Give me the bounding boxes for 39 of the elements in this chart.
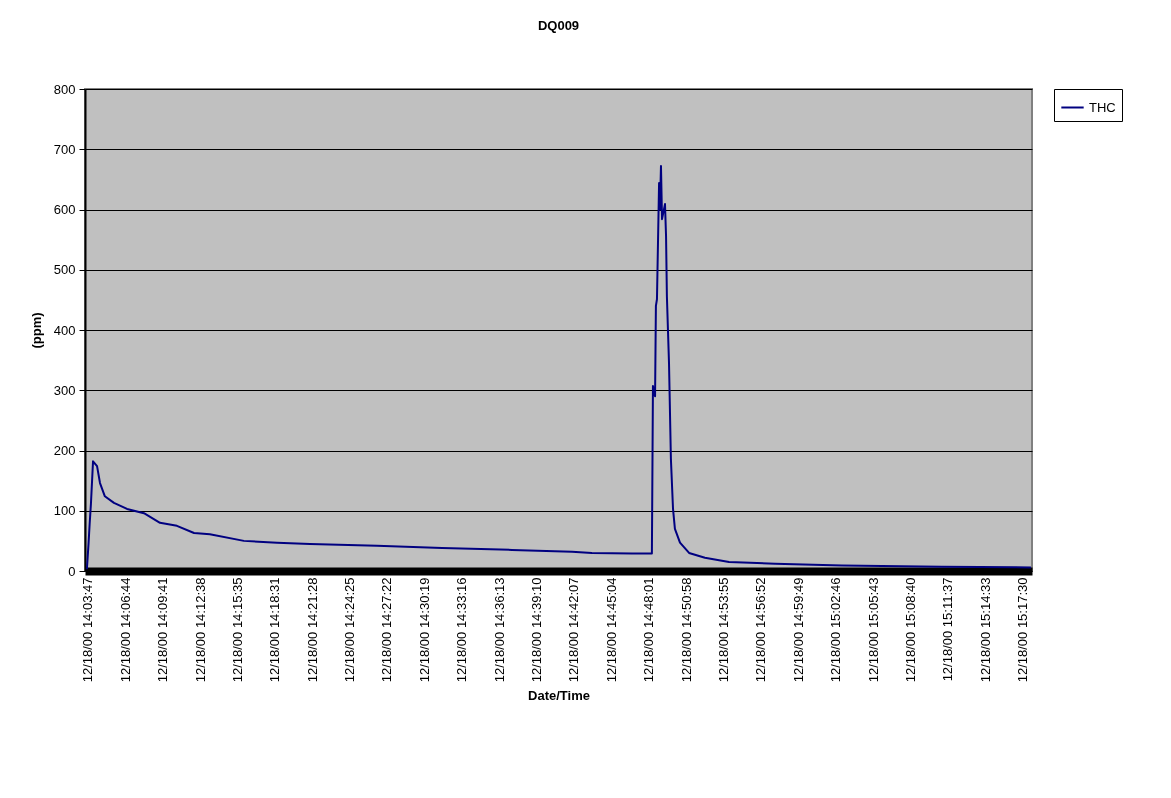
x-tick-label: 12/18/00 14:24:25: [342, 577, 358, 683]
x-axis-title: Date/Time: [528, 688, 590, 704]
legend-label: THC: [1089, 99, 1116, 115]
x-tick-label: 12/18/00 14:21:28: [304, 577, 320, 683]
x-tick-label: 12/18/00 14:39:10: [529, 577, 545, 683]
x-tick-label: 12/18/00 14:18:31: [267, 577, 283, 683]
x-tick-label: 12/18/00 14:33:16: [454, 577, 470, 683]
x-tick-label: 12/18/00 15:08:40: [903, 577, 919, 683]
y-tick-label: 600: [53, 202, 76, 217]
chart-title: DQ009: [537, 18, 580, 33]
x-tick-label: 12/18/00 14:06:44: [117, 577, 133, 683]
y-tick-label: 200: [53, 443, 76, 458]
x-tick-label: 12/18/00 15:17:30: [1014, 577, 1030, 683]
x-tick-label: 12/18/00 14:53:55: [716, 577, 732, 683]
x-tick-label: 12/18/00 14:09:41: [155, 577, 171, 683]
y-axis-title: (ppm): [28, 312, 44, 349]
x-tick-label: 12/18/00 15:14:33: [977, 577, 993, 683]
x-tick-label: 12/18/00 15:11:37: [940, 577, 956, 682]
x-tick-label: 12/18/00 15:02:46: [828, 577, 844, 683]
y-tick-label: 0: [68, 563, 76, 579]
x-tick-label: 12/18/00 15:05:43: [865, 577, 881, 683]
x-tick-label: 12/18/00 14:45:04: [603, 577, 619, 683]
x-tick-label: 12/18/00 14:12:38: [192, 577, 208, 683]
x-tick-label: 12/18/00 14:27:22: [379, 577, 395, 683]
y-tick-label: 400: [53, 322, 76, 338]
x-tick-label: 12/18/00 14:42:07: [566, 577, 582, 683]
y-tick-label: 800: [53, 81, 76, 97]
x-tick-label: 12/18/00 14:56:52: [753, 577, 769, 683]
x-tick-label: 12/18/00 14:50:58: [678, 577, 694, 683]
y-tick-label: 300: [53, 382, 76, 398]
x-tick-label: 12/18/00 14:15:35: [230, 577, 246, 683]
y-tick-label: 500: [53, 262, 76, 278]
y-tick-label: 100: [53, 503, 76, 519]
x-tick-label: 12/18/00 14:59:49: [790, 577, 806, 683]
x-tick-label: 12/18/00 14:03:47: [80, 577, 96, 683]
x-tick-label: 12/18/00 14:30:19: [416, 577, 432, 683]
y-tick-label: 700: [53, 141, 76, 157]
x-tick-label: 12/18/00 14:48:01: [641, 577, 657, 683]
x-tick-label: 12/18/00 14:36:13: [491, 577, 507, 683]
